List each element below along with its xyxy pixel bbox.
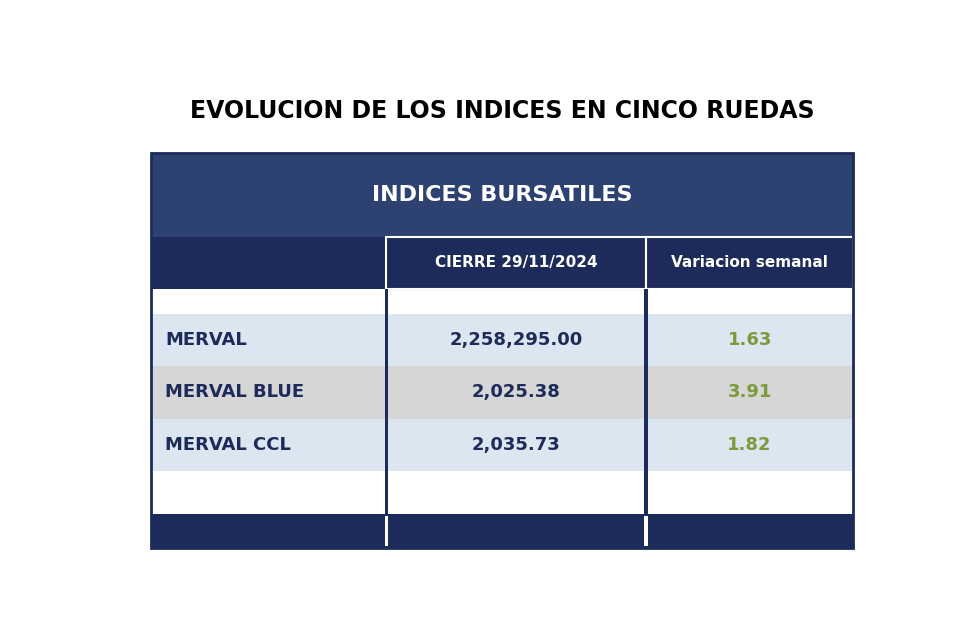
Bar	[151, 471, 854, 514]
Bar	[151, 419, 854, 471]
Text: 2,035.73: 2,035.73	[472, 436, 561, 454]
Bar	[151, 314, 854, 366]
Bar	[384, 419, 388, 471]
Text: MERVAL: MERVAL	[165, 331, 247, 349]
Bar	[384, 516, 388, 546]
Bar	[644, 516, 648, 546]
Bar	[644, 366, 648, 419]
Text: 2,025.38: 2,025.38	[471, 383, 561, 401]
Bar	[386, 237, 646, 289]
Bar	[384, 314, 388, 366]
Text: Variacion semanal: Variacion semanal	[671, 255, 828, 271]
Bar	[646, 237, 854, 289]
Bar	[644, 314, 648, 366]
Bar	[644, 289, 648, 314]
Bar	[151, 237, 386, 289]
Bar	[151, 152, 854, 548]
Bar	[386, 237, 646, 289]
Bar	[384, 471, 388, 514]
Text: MERVAL CCL: MERVAL CCL	[165, 436, 291, 454]
Text: 1.82: 1.82	[727, 436, 772, 454]
Bar	[644, 419, 648, 471]
Bar	[384, 289, 388, 314]
Text: 3.91: 3.91	[727, 383, 772, 401]
Text: 1.63: 1.63	[727, 331, 772, 349]
Bar	[151, 514, 854, 548]
Text: INDICES BURSATILES: INDICES BURSATILES	[372, 185, 632, 205]
Text: EVOLUCION DE LOS INDICES EN CINCO RUEDAS: EVOLUCION DE LOS INDICES EN CINCO RUEDAS	[190, 99, 814, 122]
Text: CIERRE 29/11/2024: CIERRE 29/11/2024	[435, 255, 598, 271]
Bar	[151, 289, 854, 314]
Text: MERVAL BLUE: MERVAL BLUE	[165, 383, 304, 401]
Text: 2,258,295.00: 2,258,295.00	[450, 331, 583, 349]
Bar	[151, 366, 854, 419]
Bar	[384, 366, 388, 419]
Bar	[151, 152, 854, 237]
Bar	[644, 471, 648, 514]
